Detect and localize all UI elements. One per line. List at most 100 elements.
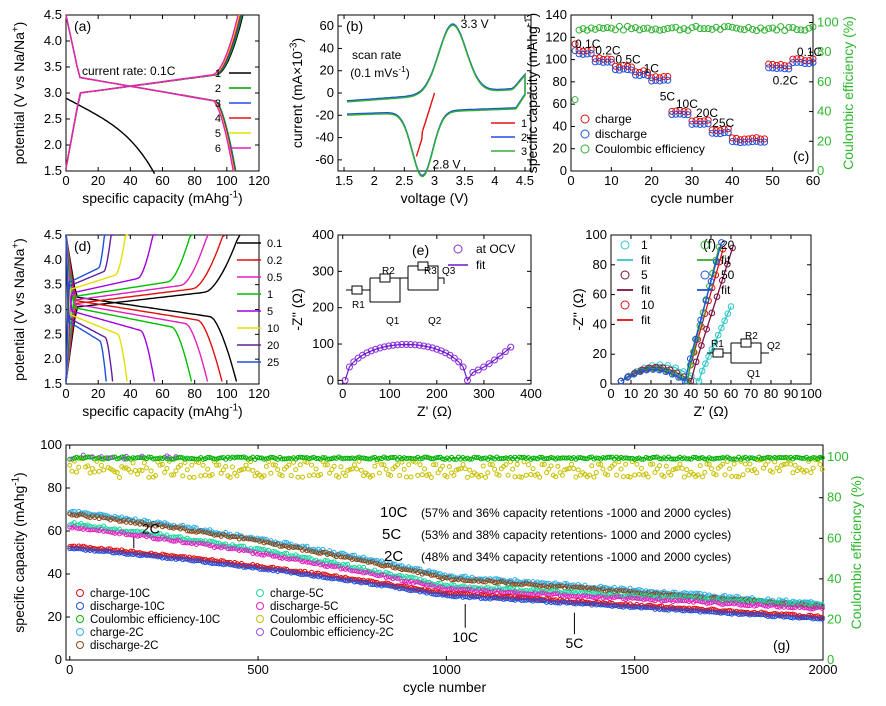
panel-c-charge-point (632, 68, 640, 76)
panel-g-ce-10c-point (729, 456, 735, 462)
panel-g-ce-5c-point (336, 474, 342, 480)
panel-g-ce-10c-point (740, 455, 746, 461)
panel-f-data-point (711, 338, 719, 346)
panel-g-charge-5c-point (110, 526, 116, 532)
panel-g-ce-10c-point (772, 454, 778, 460)
panel-c-y2tick-label: 20 (817, 133, 831, 148)
panel-c-discharge-point (607, 58, 615, 66)
panel-g-discharge-5c-point (207, 543, 213, 549)
panel-e-data-point (480, 363, 488, 371)
panel-c-ce-point (801, 26, 809, 34)
panel-f-data-point (624, 374, 631, 381)
panel-g-ce-5c-point (71, 458, 77, 464)
panel-g-ce-10c-point (546, 455, 552, 461)
panel-d-series-25-discharge (65, 234, 107, 382)
panel-g-discharge-5c-point (189, 541, 195, 547)
panel-g-charge-5c-point (819, 602, 825, 608)
panel-g-ylabel-close: ) (11, 472, 27, 477)
panel-e-data-point (463, 376, 471, 384)
panel-g-charge-10c-point (320, 571, 326, 577)
panel-g-discharge-10c-point (153, 553, 159, 559)
panel-g-charge-2c-point (218, 531, 224, 537)
panel-g-legend-marker (76, 615, 84, 623)
panel-g-charge-10c-point (268, 564, 274, 570)
panel-f-data-point (718, 324, 725, 332)
panel-g-ce-5c-point (182, 460, 188, 466)
panel-g-ce-5c-point (157, 462, 163, 468)
panel-c-ce-point (732, 24, 740, 32)
panel-g-charge-10c-point (788, 611, 794, 617)
panel-g-discharge-5c-point (146, 533, 152, 539)
panel-b-annotation: scan rate (352, 48, 402, 62)
panel-g-discharge-10c-point (492, 595, 498, 601)
panel-c-xtick-label: 10 (604, 173, 618, 188)
panel-f: 0 10 20 30 40 50 60 70 80 90 100020406080100(f)Z' … (570, 227, 822, 419)
panel-g-ce-10c-point (577, 455, 583, 461)
panel-g-ce-10c-point (295, 455, 301, 461)
panel-c-discharge-point (785, 65, 793, 73)
panel-d-series-10-discharge (65, 234, 128, 382)
panel-b-ylabel: current (mA×10-3) (288, 38, 305, 148)
panel-g-ce-10c-point (433, 455, 439, 461)
panel-e-data-point (450, 354, 458, 362)
panel-g-discharge-5c-point (155, 536, 161, 542)
panel-g-discharge-5c-point (182, 540, 188, 546)
panel-g-ce-5c-point (487, 461, 493, 467)
panel-g-charge-10c-point (162, 552, 168, 558)
panel-g-charge-2c-point (544, 581, 550, 587)
panel-g-ce-5c-point (810, 465, 816, 471)
panel-g-discharge-5c-point (819, 606, 825, 612)
panel-g-ce-10c-point (345, 455, 351, 461)
panel-g-discharge-5c-point (614, 594, 620, 600)
panel-g-ce-10c-point (85, 454, 91, 460)
panel-f-data-point (698, 367, 706, 375)
panel-g-ce-5c-point (464, 474, 470, 480)
panel-g-legend-marker (76, 628, 84, 636)
panel-g-charge-5c-point (128, 528, 134, 534)
panel-g-ce-10c-point (487, 454, 493, 460)
panel-g-ce-10c-point (342, 455, 348, 461)
panel-d-series-0.5-discharge (65, 234, 209, 382)
panel-g-discharge-2c-point (250, 536, 256, 542)
panel-c-discharge-point (716, 130, 724, 138)
panel-g-ce-5c-point (652, 469, 658, 475)
panel-g-discharge-5c-point (254, 551, 260, 557)
panel-c-ce-point (599, 24, 607, 32)
panel-g-charge-2c-point (376, 559, 382, 565)
panel-g-charge-5c-point (191, 537, 197, 543)
panel-g-discharge-5c-point (171, 538, 177, 544)
panel-g-ce-5c-point (234, 473, 240, 479)
panel-f-xtick-label: 70 (744, 386, 758, 401)
panel-g-charge-10c-point (711, 606, 717, 612)
panel-a-legend-label: 2 (215, 83, 221, 95)
panel-g-charge-5c-point (385, 571, 391, 577)
panel-g-discharge-10c-point (724, 610, 730, 616)
panel-g-discharge-2c-point (116, 518, 122, 524)
panel-g-ce-5c-point (189, 462, 195, 468)
panel-g-ce-10c-point (618, 454, 624, 460)
panel-g-discharge-10c-point (320, 574, 326, 580)
panel-g-ce-5c-point (559, 472, 565, 478)
panel-g-ce-5c-point (437, 466, 443, 472)
panel-g-charge-5c-point (598, 591, 604, 597)
panel-g-ce-5c-point (697, 463, 703, 469)
panel-g-charge-5c-point (460, 583, 466, 589)
panel-g-ce-5c-point (446, 464, 452, 470)
panel-g-discharge-10c-point (555, 600, 561, 606)
panel-g-ce-10c-point (107, 455, 113, 461)
panel-f-legend-label: fit (721, 253, 731, 267)
panel-g-discharge-2c-point (189, 528, 195, 534)
panel-f-legend-marker (700, 240, 710, 250)
panel-g-charge-10c-point (322, 571, 328, 577)
panel-g-ce-10c-point (580, 455, 586, 461)
panel-g-discharge-5c-point (272, 553, 278, 559)
panel-d-ytick-label: 3.5 (44, 277, 62, 292)
panel-g-ce-10c-point (401, 455, 407, 461)
panel-f-circuit-path (707, 338, 769, 364)
panel-a-ytick-label: 3.0 (44, 85, 62, 100)
panel-g-ce-5c-point (347, 466, 353, 472)
panel-g-ce-10c-point (582, 456, 588, 462)
panel-g-ce-5c-point (686, 472, 692, 478)
panel-g-ce-10c-point (261, 456, 267, 462)
panel-g-discharge-5c-point (227, 546, 233, 552)
